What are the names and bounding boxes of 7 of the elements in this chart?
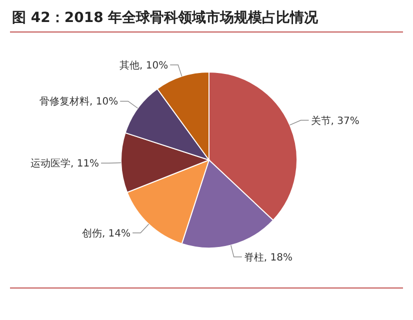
slice-label: 其他, 10%: [120, 59, 168, 72]
chart-title: 图 42：2018 年全球骨科领域市场规模占比情况: [12, 9, 320, 26]
slice-label: 运动医学, 11%: [30, 158, 100, 170]
slice-label: 骨修复材料, 10%: [40, 96, 118, 108]
slice-label: 脊柱, 18%: [244, 251, 292, 264]
slice-label: 关节, 37%: [310, 114, 360, 127]
slice-label: 创伤, 14%: [82, 227, 131, 240]
